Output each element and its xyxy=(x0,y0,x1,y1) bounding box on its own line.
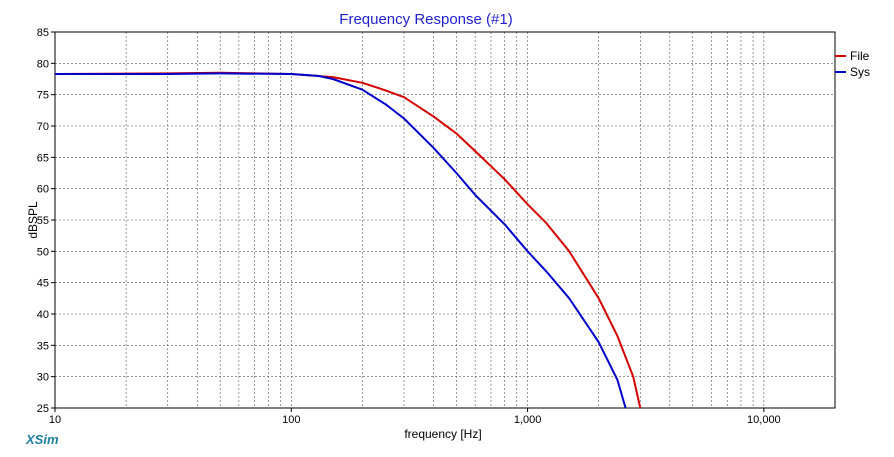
y-tick-label: 70 xyxy=(37,121,49,133)
y-tick-label: 35 xyxy=(37,340,49,352)
y-axis-ticks: 25 30 35 40 45 50 55 60 65 70 75 80 85 xyxy=(37,27,55,415)
legend-label: Sys xyxy=(850,65,870,79)
series-line-sys xyxy=(55,72,627,409)
y-tick-label: 40 xyxy=(37,309,49,321)
series-lines xyxy=(54,71,642,409)
y-tick-label: 45 xyxy=(37,278,49,290)
series-line-file xyxy=(54,71,642,409)
x-tick-label: 1,000 xyxy=(514,414,542,426)
y-tick-label: 75 xyxy=(37,90,49,102)
y-tick-label: 85 xyxy=(37,27,49,39)
y-tick-label: 55 xyxy=(37,215,49,227)
x-tick-label: 10,000 xyxy=(747,414,781,426)
legend-label: File xyxy=(850,49,870,63)
y-tick-label: 60 xyxy=(37,184,49,196)
y-tick-label: 50 xyxy=(37,246,49,258)
chart-legend: File Sys xyxy=(835,49,870,79)
x-axis-ticks: 10 100 1,000 10,000 xyxy=(49,408,781,426)
chart-title: Frequency Response (#1) xyxy=(339,11,512,28)
chart-grid xyxy=(54,31,836,409)
xsim-logo: XSim xyxy=(25,432,59,447)
x-axis-label: frequency [Hz] xyxy=(404,427,481,441)
x-tick-label: 10 xyxy=(49,414,61,426)
x-tick-label: 100 xyxy=(282,414,300,426)
y-tick-label: 80 xyxy=(37,58,49,70)
y-tick-label: 65 xyxy=(37,152,49,164)
y-axis-label: dBSPL xyxy=(26,201,40,239)
y-tick-label: 25 xyxy=(37,403,49,415)
y-tick-label: 30 xyxy=(37,372,49,384)
